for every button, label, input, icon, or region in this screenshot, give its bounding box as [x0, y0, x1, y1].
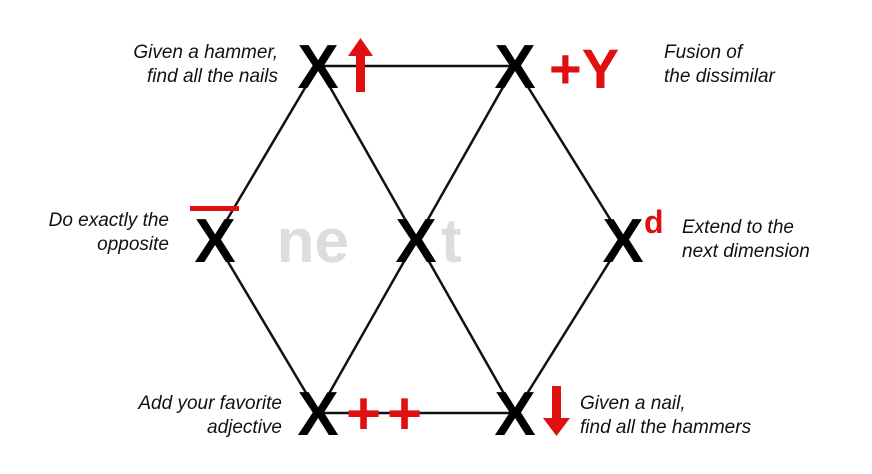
edge-top-right — [513, 65, 625, 241]
node-top-left: X — [297, 33, 338, 102]
up-arrow-icon — [348, 38, 373, 92]
edge-bottom-right — [513, 239, 625, 414]
watermark-left: ne — [277, 207, 349, 276]
edges — [213, 64, 625, 415]
caption-bottom-right: Given a nail, find all the hammers — [580, 393, 752, 438]
caption-middle-left: Do exactly the opposite — [48, 210, 169, 255]
caption-bottom-left: Add your favorite adjective — [138, 393, 282, 438]
adjective-modifier: ++ — [346, 380, 428, 447]
node-center: X — [395, 207, 436, 276]
down-arrow-icon — [543, 386, 570, 436]
caption-middle-right: Extend to the next dimension — [682, 217, 810, 262]
node-bottom-right: X — [494, 380, 535, 449]
fusion-modifier: +Y — [549, 37, 619, 100]
dimension-modifier: d — [644, 204, 664, 240]
diagonal-up — [316, 65, 517, 414]
node-middle-right: X — [602, 207, 643, 276]
node-middle-left: X — [194, 207, 235, 276]
overline-bar — [190, 206, 239, 211]
node-top-right: X — [494, 33, 535, 102]
caption-top-left: Given a hammer, find all the nails — [133, 42, 278, 87]
node-bottom-left: X — [297, 380, 338, 449]
caption-top-right: Fusion of the dissimilar — [664, 42, 775, 87]
watermark-right: t — [441, 207, 462, 276]
edge-bottom-left — [213, 239, 320, 414]
